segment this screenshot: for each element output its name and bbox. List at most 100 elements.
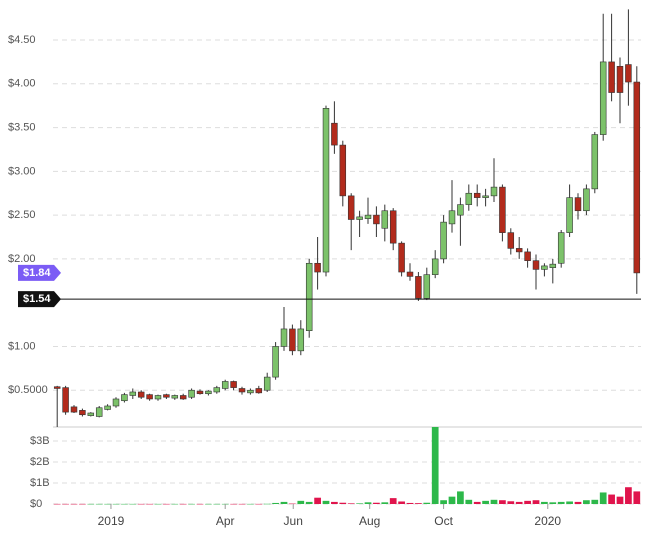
candle-body xyxy=(499,186,506,233)
volume-bar xyxy=(121,503,128,505)
y-tick-label: $4.00 xyxy=(8,78,36,90)
volume-bar xyxy=(423,502,431,504)
candle-body xyxy=(79,410,86,416)
candle-body xyxy=(524,251,531,261)
volume-bar xyxy=(541,501,548,504)
candle-body xyxy=(255,388,263,394)
candle-body xyxy=(389,210,397,244)
candle-body xyxy=(112,398,120,407)
volume-bar xyxy=(347,503,355,504)
volume-bar xyxy=(515,501,523,504)
candle-body xyxy=(196,390,204,395)
volume-bar xyxy=(331,501,338,504)
candle-body xyxy=(95,407,103,417)
candle-body xyxy=(532,260,540,270)
candle-body xyxy=(280,328,288,347)
volume-bar xyxy=(247,503,254,505)
candle-body xyxy=(465,192,473,205)
volume-bar xyxy=(280,501,288,504)
candle-body xyxy=(154,395,162,400)
volume-bar xyxy=(608,494,615,504)
volume-bar xyxy=(196,503,204,505)
candle-body xyxy=(490,186,498,197)
y-tick-label: $2.50 xyxy=(8,209,36,221)
y-tick-label: $3.50 xyxy=(8,121,36,133)
x-tick-label: 2019 xyxy=(98,514,125,528)
candle-body xyxy=(373,214,380,225)
volume-bar xyxy=(339,502,347,504)
candle-body xyxy=(364,214,372,219)
candle-body xyxy=(129,391,137,396)
candle-body xyxy=(557,232,565,264)
candle-body xyxy=(163,394,170,398)
volume-bar xyxy=(431,427,439,504)
volume-bar xyxy=(297,500,305,504)
volume-bar xyxy=(356,503,363,504)
volume-bar xyxy=(322,500,330,504)
volume-bar xyxy=(490,499,498,504)
candle-body xyxy=(213,387,221,393)
volume-bar xyxy=(457,491,464,504)
y-tick-label: $0.5000 xyxy=(8,384,48,396)
candle-body xyxy=(137,391,145,398)
x-tick-label: Apr xyxy=(216,514,235,528)
candle-body xyxy=(272,346,279,378)
x-tick-label: Aug xyxy=(359,514,380,528)
volume-bar xyxy=(473,501,481,504)
x-tick-label: Oct xyxy=(434,514,453,528)
candle-body xyxy=(247,389,254,394)
candle-body xyxy=(381,210,389,229)
volume-bar xyxy=(305,501,313,504)
candle-body xyxy=(53,386,61,389)
volume-bar xyxy=(104,503,111,505)
candle-body xyxy=(541,265,548,270)
candle-body xyxy=(549,263,557,268)
volume-bar xyxy=(171,503,179,505)
candle-body xyxy=(322,108,330,273)
volume-bar xyxy=(566,501,573,504)
price-tag xyxy=(18,291,61,308)
candle-body xyxy=(104,405,111,410)
volume-bar xyxy=(381,502,389,504)
price-tag-label: $1.54 xyxy=(23,293,51,305)
volume-bar xyxy=(406,502,414,504)
candle-body xyxy=(398,242,405,273)
y-tick-label: $1B xyxy=(30,477,50,489)
candle-body xyxy=(616,65,624,93)
candle-body xyxy=(507,232,515,249)
volume-bar xyxy=(87,503,95,505)
volume-bar xyxy=(373,502,380,504)
candle-body xyxy=(574,197,582,212)
candle-body xyxy=(339,144,347,197)
y-tick-label: $3B xyxy=(30,435,50,447)
candle-body xyxy=(473,192,481,198)
volume-bar xyxy=(205,503,212,505)
candle-body xyxy=(633,81,641,274)
volume-bar xyxy=(238,503,246,505)
candle-body xyxy=(457,204,464,216)
volume-bar xyxy=(633,491,641,504)
volume-bar xyxy=(163,503,170,505)
volume-bar xyxy=(263,503,271,505)
x-tick-label: 2020 xyxy=(534,514,561,528)
volume-bar xyxy=(364,502,372,504)
volume-bar xyxy=(389,498,397,504)
volume-bar xyxy=(616,496,624,504)
candle-body xyxy=(440,221,447,260)
volume-bar xyxy=(440,500,447,504)
candle-body xyxy=(356,216,363,220)
volume-bar xyxy=(272,502,279,504)
candle-body xyxy=(599,61,607,135)
candle-body xyxy=(591,134,599,190)
candle-body xyxy=(221,381,229,389)
volume-bar xyxy=(188,503,195,505)
y-tick-label: $3.00 xyxy=(8,165,36,177)
volume-bar xyxy=(154,503,162,505)
candle-body xyxy=(448,210,456,225)
volume-bar xyxy=(625,487,632,504)
candle-body xyxy=(263,376,271,391)
volume-bar xyxy=(465,499,473,504)
candle-body xyxy=(62,387,69,413)
candle-body xyxy=(431,258,439,275)
volume-bar xyxy=(499,500,506,504)
